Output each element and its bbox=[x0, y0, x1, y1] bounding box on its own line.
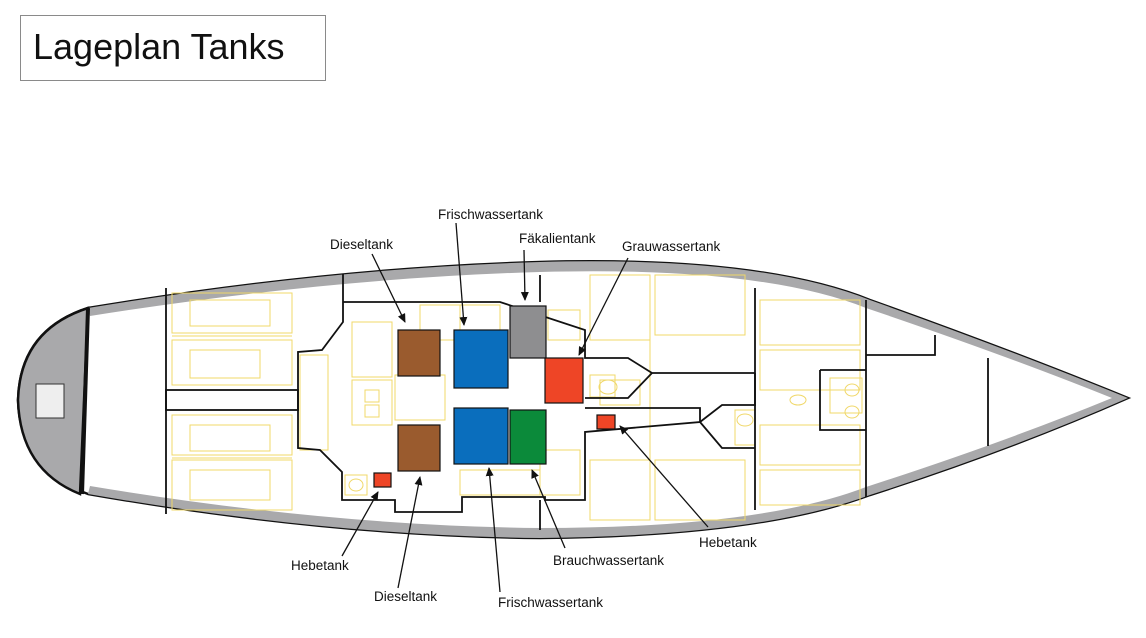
label-frischwassertank-bottom: Frischwassertank bbox=[498, 595, 603, 610]
label-hebetank-left: Hebetank bbox=[291, 558, 349, 573]
brauchwassertank bbox=[509, 409, 547, 465]
interior-furniture bbox=[171, 274, 863, 521]
tanks bbox=[373, 305, 616, 488]
label-faekalientank: Fäkalientank bbox=[519, 231, 596, 246]
grauwassertank bbox=[544, 357, 584, 404]
leader-lines bbox=[341, 222, 709, 593]
label-hebetank-right: Hebetank bbox=[699, 535, 757, 550]
frischwassertank-bottom bbox=[453, 407, 509, 465]
label-dieseltank-bottom: Dieseltank bbox=[374, 589, 437, 604]
page-title: Lageplan Tanks bbox=[33, 26, 285, 67]
interior-bulkheads bbox=[165, 274, 989, 530]
label-brauchwassertank: Brauchwassertank bbox=[553, 553, 664, 568]
label-grauwassertank: Grauwassertank bbox=[622, 239, 721, 254]
label-frischwassertank-top: Frischwassertank bbox=[438, 207, 543, 222]
dieseltank-bottom bbox=[397, 424, 441, 472]
stern-hatch bbox=[35, 383, 65, 419]
title-box: Lageplan Tanks bbox=[20, 15, 326, 81]
hebetank-right bbox=[596, 414, 616, 430]
stern-bulkhead bbox=[80, 307, 90, 495]
faekalientank bbox=[509, 305, 547, 359]
label-dieseltank-top: Dieseltank bbox=[330, 237, 393, 252]
dieseltank-top bbox=[397, 329, 441, 377]
hebetank-left bbox=[373, 472, 392, 488]
frischwassertank-top bbox=[453, 329, 509, 389]
